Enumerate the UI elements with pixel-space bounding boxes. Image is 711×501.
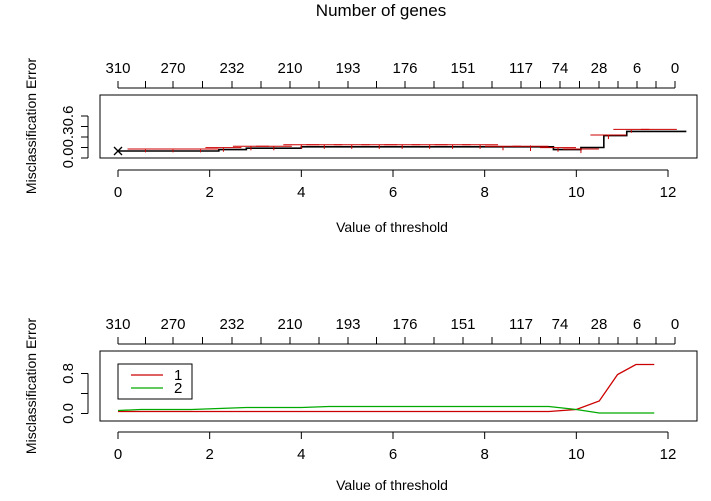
x-tick-label: 6 xyxy=(389,184,397,201)
top-tick-label: 232 xyxy=(219,316,244,333)
x-tick-label: 12 xyxy=(660,184,677,201)
x-axis-label: Value of threshold xyxy=(336,477,448,493)
series-line xyxy=(118,130,687,152)
top-tick-label: 6 xyxy=(633,316,641,333)
top-tick-label: 117 xyxy=(509,60,533,77)
top-tick-label: 310 xyxy=(105,60,130,77)
x-tick-label: 4 xyxy=(297,446,305,463)
legend-label: 2 xyxy=(174,380,182,397)
y-axis-label: Misclassification Error xyxy=(23,318,39,454)
y-tick-label: 0.3 xyxy=(60,127,77,148)
x-tick-label: 2 xyxy=(205,446,213,463)
top-tick-label: 310 xyxy=(105,316,130,333)
top-tick-label: 0 xyxy=(671,316,679,333)
top-tick-label: 232 xyxy=(219,60,244,77)
y-tick-label: 0.6 xyxy=(60,106,77,127)
chart-title: Number of genes xyxy=(316,1,446,20)
y-tick-label: 0.8 xyxy=(60,363,77,384)
top-tick-label: 6 xyxy=(633,60,641,77)
top-tick-label: 270 xyxy=(160,60,185,77)
series-line xyxy=(117,405,655,414)
legend-box xyxy=(117,363,193,400)
x-tick-label: 0 xyxy=(114,184,122,201)
x-axis-label: Value of threshold xyxy=(336,219,448,235)
top-tick-label: 176 xyxy=(392,316,417,333)
top-tick-label: 28 xyxy=(591,316,608,333)
top-tick-label: 117 xyxy=(509,316,533,333)
top-tick-label: 210 xyxy=(277,316,302,333)
x-tick-label: 10 xyxy=(568,184,585,201)
top-tick-label: 28 xyxy=(591,60,608,77)
top-tick-label: 176 xyxy=(392,60,417,77)
x-tick-label: 4 xyxy=(297,184,305,201)
top-tick-label: 193 xyxy=(335,60,360,77)
x-tick-label: 2 xyxy=(205,184,213,201)
x-tick-label: 8 xyxy=(480,446,488,463)
selected-threshold-marker xyxy=(113,146,123,156)
x-tick-label: 0 xyxy=(114,446,122,463)
plot-frame xyxy=(99,94,698,159)
top-tick-label: 193 xyxy=(335,316,360,333)
top-tick-label: 270 xyxy=(160,316,185,333)
x-tick-label: 6 xyxy=(389,446,397,463)
x-tick-label: 8 xyxy=(480,184,488,201)
plot-threshold-error: 0 2 4 6 8 10 12 310 270 232 210 193 176 151 117 74 28 6 0 0… xyxy=(23,58,698,235)
series-line xyxy=(118,363,655,413)
top-tick-label: 74 xyxy=(552,316,569,333)
top-tick-label: 151 xyxy=(450,60,475,77)
y-tick-label: 0.0 xyxy=(60,403,77,424)
y-tick-label: 0.0 xyxy=(60,148,77,169)
top-tick-label: 151 xyxy=(450,316,475,333)
y-axis-label: Misclassification Error xyxy=(23,58,39,194)
plot-frame xyxy=(99,350,698,422)
legend-label: 1 xyxy=(174,367,182,384)
top-tick-label: 210 xyxy=(277,60,302,77)
top-tick-label: 0 xyxy=(671,60,679,77)
top-tick-label: 74 xyxy=(552,60,569,77)
x-tick-label: 12 xyxy=(660,446,677,463)
x-tick-label: 10 xyxy=(568,446,585,463)
